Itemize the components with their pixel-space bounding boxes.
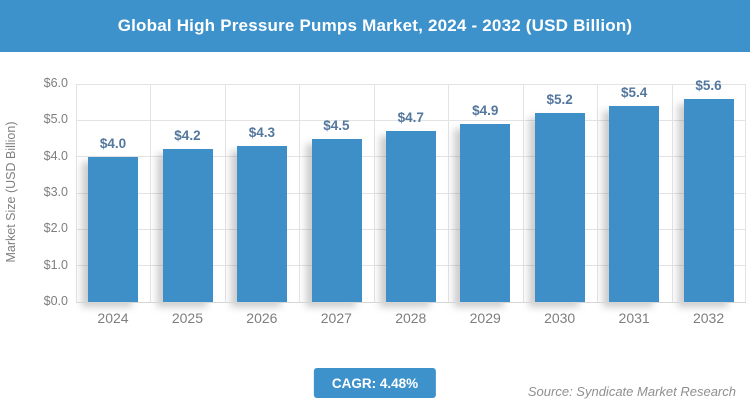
- v-gridline: [150, 84, 151, 302]
- bar-2024: [88, 156, 139, 302]
- bar-2031: [609, 105, 660, 302]
- x-tick-label: 2032: [692, 310, 725, 326]
- source-text: Source: Syndicate Market Research: [527, 384, 736, 399]
- v-gridline: [523, 84, 524, 302]
- bar-2030: [534, 113, 585, 302]
- bar-2029: [460, 123, 511, 302]
- bar-value-label: $5.4: [620, 84, 648, 100]
- bar-value-label: $5.2: [546, 92, 573, 108]
- h-gridline: [76, 119, 746, 121]
- bar-value-label: $4.5: [323, 117, 350, 133]
- chart-title: Global High Pressure Pumps Market, 2024 …: [117, 16, 633, 35]
- x-tick-label: 2024: [97, 310, 129, 326]
- y-tick-label: $5.0: [43, 112, 68, 127]
- h-gridline: [76, 83, 746, 85]
- v-gridline: [448, 84, 449, 302]
- v-gridline: [76, 84, 77, 302]
- bar-value-label: $4.3: [248, 124, 276, 140]
- y-axis-title: Market Size (USD Billion): [4, 121, 18, 263]
- y-tick-label: $2.0: [43, 221, 68, 236]
- chart-title-bar: Global High Pressure Pumps Market, 2024 …: [0, 0, 750, 52]
- bar-value-label: $4.0: [99, 135, 127, 151]
- bar-2028: [386, 131, 436, 302]
- x-tick-label: 2028: [395, 310, 427, 326]
- x-tick-label: 2025: [171, 310, 204, 326]
- bar-2027: [311, 138, 362, 302]
- y-tick-label: $0.0: [43, 294, 68, 308]
- y-tick-label: $1.0: [43, 257, 68, 272]
- y-tick-label: $6.0: [43, 76, 68, 90]
- bar-value-label: $4.7: [397, 110, 424, 126]
- bar-value-label: $4.2: [174, 128, 201, 144]
- y-tick-label: $3.0: [43, 185, 68, 199]
- plot-area: [76, 83, 746, 303]
- y-tick-label: $4.0: [43, 148, 68, 163]
- x-tick-label: 2026: [246, 310, 278, 326]
- v-gridline: [672, 84, 673, 302]
- cagr-badge: CAGR: 4.48%: [313, 368, 437, 398]
- v-gridline: [299, 84, 300, 302]
- x-tick-label: 2031: [618, 310, 650, 326]
- bar-2026: [237, 145, 288, 302]
- x-tick-label: 2029: [469, 310, 501, 326]
- x-axis-line: [76, 302, 746, 303]
- bar-2032: [683, 98, 734, 302]
- bar-value-label: $4.9: [472, 102, 499, 118]
- x-tick-label: 2030: [544, 310, 576, 326]
- v-gridline: [374, 84, 375, 302]
- bar-2025: [162, 149, 213, 302]
- v-gridline: [745, 84, 746, 302]
- bar-value-label: $5.6: [695, 77, 722, 93]
- x-tick-label: 2027: [320, 310, 352, 326]
- v-gridline: [597, 84, 598, 302]
- v-gridline: [225, 84, 226, 302]
